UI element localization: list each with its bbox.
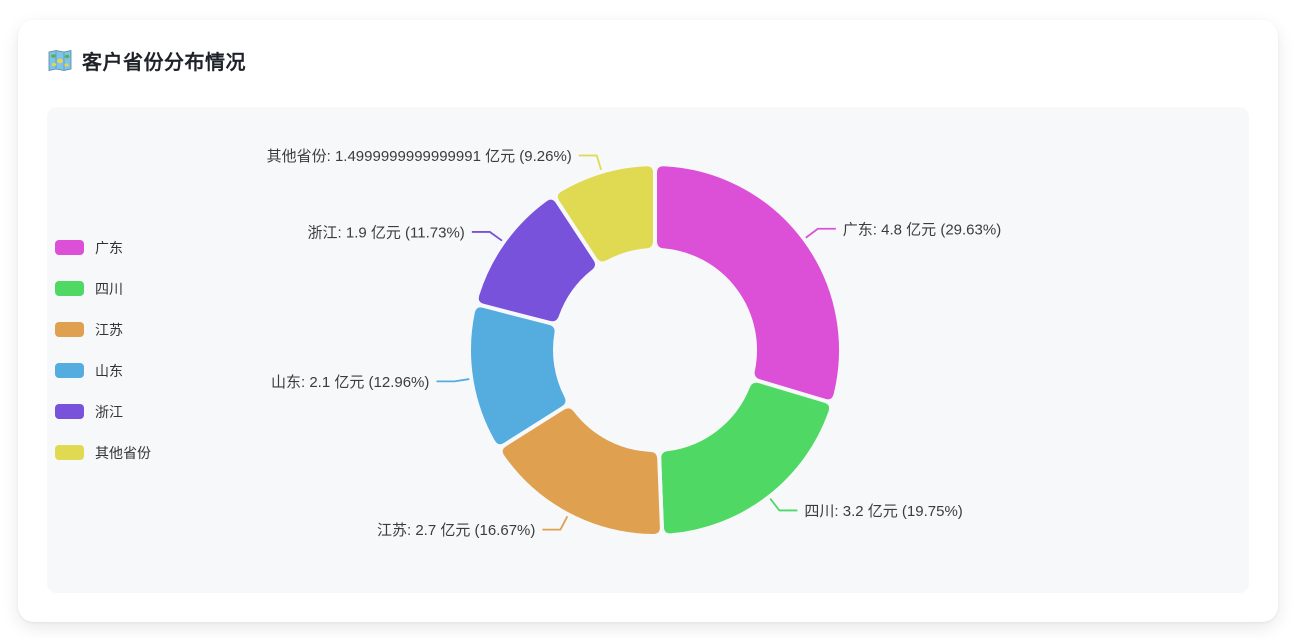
slice-label-4: 浙江: 1.9 亿元 (11.73%) [308, 225, 465, 242]
legend-label: 山东 [95, 362, 123, 379]
chart-panel: 广东四川江苏山东浙江其他省份 广东: 4.8 亿元 (29.63%) 四川: 3.… [47, 107, 1249, 593]
label-line-1 [769, 498, 798, 512]
pie-slice-2[interactable] [498, 404, 664, 538]
label-line-4 [471, 231, 503, 242]
legend-item-0[interactable]: 广东 [55, 238, 151, 258]
legend-item-1[interactable]: 四川 [55, 279, 151, 299]
label-line-0 [805, 227, 836, 239]
legend-item-5[interactable]: 其他省份 [55, 443, 151, 463]
legend-label: 江苏 [95, 321, 123, 338]
label-line-2 [542, 515, 569, 531]
chart-card: 客户省份分布情况 广东四川江苏山东浙江其他省份 广东: 4.8 亿元 (29.6… [18, 20, 1278, 622]
chart-legend: 广东四川江苏山东浙江其他省份 [55, 107, 151, 593]
legend-label: 广东 [95, 239, 123, 256]
legend-marker-icon [55, 404, 84, 419]
legend-item-4[interactable]: 浙江 [55, 402, 151, 422]
card-header: 客户省份分布情况 [18, 20, 1278, 89]
legend-marker-icon [55, 281, 84, 296]
legend-label: 其他省份 [95, 444, 151, 461]
label-line-3 [436, 378, 470, 383]
legend-item-2[interactable]: 江苏 [55, 320, 151, 340]
legend-label: 四川 [95, 280, 123, 297]
pie-slice-5[interactable] [553, 162, 657, 266]
world-map-icon [48, 50, 72, 71]
slice-label-0: 广东: 4.8 亿元 (29.63%) [843, 221, 1001, 238]
slice-label-3: 山东: 2.1 亿元 (12.96%) [271, 374, 429, 391]
legend-marker-icon [55, 445, 84, 460]
pie-slice-1[interactable] [657, 378, 834, 538]
pie-slice-3[interactable] [467, 303, 570, 449]
label-line-5 [578, 154, 602, 171]
donut-chart: 广东: 4.8 亿元 (29.63%) 四川: 3.2 亿元 (19.75%) 江苏… [267, 148, 1002, 539]
legend-label: 浙江 [95, 403, 123, 420]
legend-item-3[interactable]: 山东 [55, 361, 151, 381]
pie-slice-4[interactable] [474, 195, 600, 326]
slice-label-1: 四川: 3.2 亿元 (19.75%) [804, 503, 962, 520]
page-title: 客户省份分布情况 [82, 52, 246, 74]
legend-marker-icon [55, 240, 84, 255]
slice-label-2: 江苏: 2.7 亿元 (16.67%) [377, 522, 535, 539]
pie-slice-0[interactable] [653, 162, 843, 404]
legend-marker-icon [55, 322, 84, 337]
slice-label-5: 其他省份: 1.4999999999999991 亿元 (9.26%) [267, 148, 572, 165]
legend-marker-icon [55, 363, 84, 378]
